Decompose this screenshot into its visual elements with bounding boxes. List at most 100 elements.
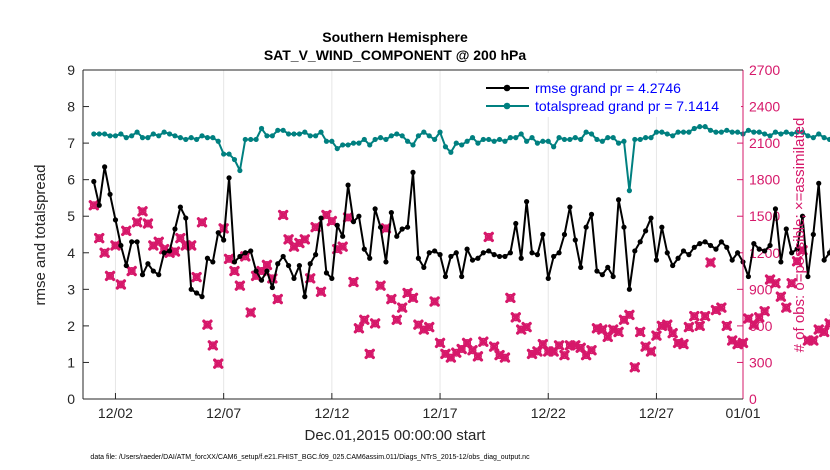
- rmse-point: [107, 191, 113, 197]
- rmse-point: [183, 215, 189, 221]
- rmse-point: [410, 169, 416, 175]
- totalspread-point: [524, 138, 530, 144]
- obs-possible-point: [273, 295, 282, 304]
- obs-possible-point: [787, 279, 796, 288]
- rmse-point: [388, 209, 394, 216]
- totalspread-point: [399, 133, 405, 139]
- totalspread-point: [221, 151, 227, 157]
- obs-possible-point: [327, 217, 336, 226]
- obs-possible-point: [701, 312, 710, 321]
- totalspread-point: [551, 144, 557, 150]
- totalspread-point: [323, 138, 330, 144]
- totalspread-point: [816, 131, 822, 137]
- rmse-point: [437, 252, 443, 258]
- totalspread-point: [459, 142, 465, 148]
- rmse-point: [166, 248, 173, 254]
- totalspread-point: [334, 145, 340, 152]
- totalspread-point: [415, 133, 422, 139]
- totalspread-point: [697, 124, 703, 130]
- data-file-footnote: data file: /Users/raeder/DAI/ATM_forcXX/…: [90, 454, 530, 461]
- obs-possible-point: [116, 280, 125, 289]
- totalspread-point: [404, 138, 411, 144]
- obs-possible-point: [409, 293, 418, 302]
- y-tick-label: 6: [67, 172, 75, 188]
- totalspread-point: [729, 129, 735, 135]
- legend-totalspread-label: totalspread grand pr = 7.1414: [535, 98, 719, 114]
- rmse-point: [729, 257, 735, 263]
- obs-possible-point: [587, 346, 596, 355]
- rmse-point: [610, 273, 616, 280]
- rmse-point: [783, 226, 789, 232]
- totalspread-point: [258, 125, 265, 132]
- totalspread-point: [204, 135, 211, 141]
- rmse-point: [799, 213, 806, 219]
- obs-possible-point: [214, 359, 223, 368]
- obs-possible-point: [122, 226, 131, 235]
- y-right-tick-label: 0: [749, 391, 757, 407]
- totalspread-point: [691, 125, 697, 132]
- rmse-point: [724, 244, 730, 250]
- totalspread-point: [805, 133, 811, 139]
- obs-possible-point: [473, 352, 482, 361]
- totalspread-point: [572, 135, 578, 141]
- rmse-point: [686, 252, 692, 258]
- rmse-point: [350, 219, 357, 225]
- totalspread-point: [356, 140, 362, 146]
- totalspread-point: [372, 136, 378, 143]
- y-tick-label: 1: [67, 354, 75, 370]
- obs-possible-point: [668, 329, 677, 338]
- y-right-tick-label: 2700: [749, 62, 780, 78]
- obs-possible-point: [652, 331, 661, 340]
- obs-possible-point: [722, 321, 731, 330]
- rmse-point: [653, 257, 660, 263]
- rmse-point: [226, 175, 232, 181]
- rmse-point: [177, 204, 183, 210]
- x-axis-ticks: 12/02 12/07 12/12 12/17 12/22 12/27 01/01: [98, 393, 761, 421]
- y-right-tick-label: 300: [749, 354, 773, 370]
- x-tick-label: 12/12: [314, 405, 349, 421]
- rmse-point: [291, 275, 297, 281]
- totalspread-point: [583, 129, 589, 135]
- y-tick-label: 2: [67, 318, 75, 334]
- totalspread-point: [475, 140, 481, 146]
- totalspread-point: [426, 133, 432, 139]
- totalspread-point: [388, 133, 394, 139]
- rmse-point: [269, 284, 275, 291]
- rmse-point: [789, 250, 795, 256]
- obs-possible-point: [619, 315, 628, 324]
- obs-possible-point: [441, 349, 450, 358]
- rmse-point: [313, 252, 319, 258]
- obs-possible-point: [533, 347, 542, 356]
- totalspread-point: [188, 135, 194, 141]
- totalspread-point: [350, 140, 357, 146]
- obs-possible-point: [582, 351, 591, 360]
- legend-rmse-marker: [503, 84, 511, 92]
- obs-possible-point: [544, 347, 553, 356]
- totalspread-point: [643, 135, 649, 141]
- y-right-tick-label: 2400: [749, 99, 780, 115]
- obs-possible-point: [484, 232, 493, 241]
- obs-possible-point: [106, 271, 115, 280]
- obs-possible-point: [414, 320, 423, 329]
- totalspread-point: [610, 135, 616, 141]
- totalspread-point: [507, 135, 513, 141]
- rmse-point: [248, 248, 254, 254]
- y-axis-left-label: rmse and totalspread: [32, 165, 49, 306]
- x-tick-label: 01/01: [725, 405, 760, 421]
- rmse-point: [372, 206, 378, 212]
- obs-possible-point: [749, 320, 758, 329]
- obs-possible-point: [425, 323, 434, 332]
- x-tick-label: 12/22: [531, 405, 566, 421]
- obs-possible-point: [154, 237, 163, 246]
- totalspread-point: [172, 133, 178, 139]
- totalspread-point: [166, 131, 173, 137]
- rmse-point: [123, 262, 129, 269]
- totalspread-point: [383, 136, 389, 143]
- obs-possible-point: [549, 347, 558, 356]
- rmse-point: [253, 268, 259, 274]
- totalspread-point: [107, 133, 113, 139]
- rmse-point: [713, 246, 719, 252]
- obs-possible-point: [728, 336, 737, 345]
- y-axis-left-ticks: 0 1 2 3 4 5 6 7 8 9: [67, 62, 89, 407]
- obs-possible-point: [576, 343, 585, 352]
